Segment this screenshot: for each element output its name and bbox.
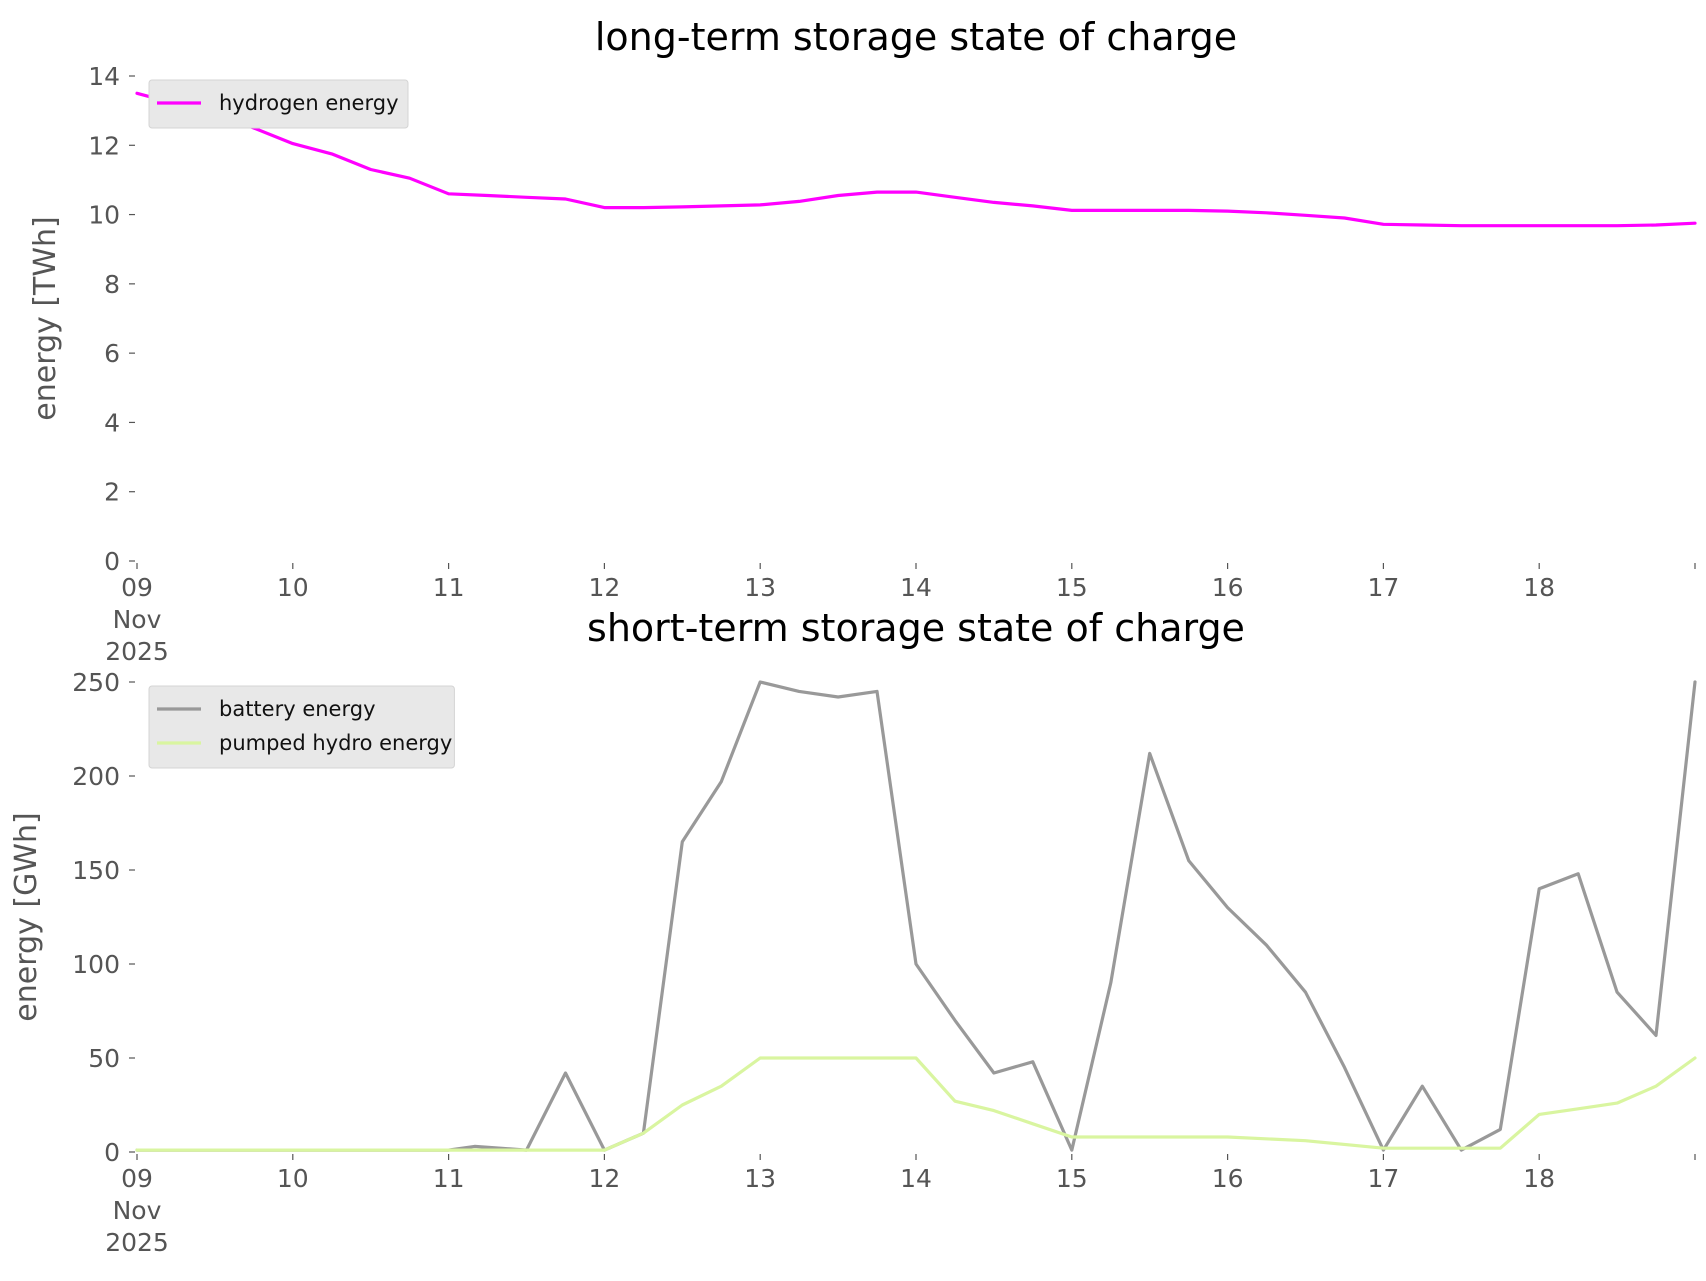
x-tick-label: 17: [1367, 1164, 1399, 1193]
legend-box: [148, 79, 409, 129]
x-tick-label: 2025: [105, 637, 169, 666]
x-tick-label: 14: [900, 1164, 932, 1193]
chart-title: long-term storage state of charge: [595, 15, 1237, 59]
legend-label-battery-energy: battery energy: [219, 697, 376, 721]
x-tick-label: 15: [1056, 573, 1088, 602]
x-tick-label: 18: [1523, 573, 1555, 602]
y-tick-label: 8: [104, 270, 120, 299]
x-tick-label: 16: [1212, 573, 1244, 602]
legend-box: [148, 685, 455, 769]
x-tick-label: 10: [277, 573, 309, 602]
y-tick-label: 0: [104, 547, 120, 576]
y-tick-label: 50: [88, 1044, 120, 1073]
x-tick-label: 09: [121, 573, 153, 602]
x-tick-label: Nov: [113, 1196, 162, 1225]
series-line-pumped-hydro-energy: [135, 1056, 1697, 1152]
x-tick-label: 15: [1056, 1164, 1088, 1193]
y-tick-label: 0: [104, 1138, 120, 1167]
y-tick-label: 200: [72, 762, 120, 791]
legend-label-hydrogen-energy: hydrogen energy: [219, 91, 399, 115]
y-tick-label: 12: [88, 131, 120, 160]
y-axis-label: energy [GWh]: [9, 812, 44, 1021]
y-tick-label: 10: [88, 201, 120, 230]
x-tick-label: 17: [1367, 573, 1399, 602]
x-tick-label: 16: [1212, 1164, 1244, 1193]
x-tick-label: 09: [121, 1164, 153, 1193]
y-axis-label: energy [TWh]: [28, 216, 63, 420]
x-tick-label: 2025: [105, 1228, 169, 1257]
y-tick-label: 14: [88, 62, 120, 91]
y-tick-label: 150: [72, 856, 120, 885]
y-tick-label: 4: [104, 408, 120, 437]
series-line-battery-energy: [135, 680, 1697, 1152]
x-tick-label: 13: [744, 573, 776, 602]
x-tick-label: 10: [277, 1164, 309, 1193]
y-tick-label: 2: [104, 478, 120, 507]
x-tick-label: 11: [433, 1164, 465, 1193]
x-tick-label: 11: [433, 573, 465, 602]
y-tick-label: 6: [104, 339, 120, 368]
x-tick-label: 18: [1523, 1164, 1555, 1193]
x-tick-label: 12: [588, 1164, 620, 1193]
x-tick-label: 13: [744, 1164, 776, 1193]
x-tick-label: 12: [588, 573, 620, 602]
series-line-hydrogen-energy: [135, 91, 1697, 228]
y-tick-label: 100: [72, 950, 120, 979]
x-tick-label: 14: [900, 573, 932, 602]
x-tick-label: Nov: [113, 605, 162, 634]
legend-label-pumped-hydro-energy: pumped hydro energy: [219, 731, 452, 755]
y-tick-label: 250: [72, 668, 120, 697]
chart-title: short-term storage state of charge: [587, 606, 1245, 650]
